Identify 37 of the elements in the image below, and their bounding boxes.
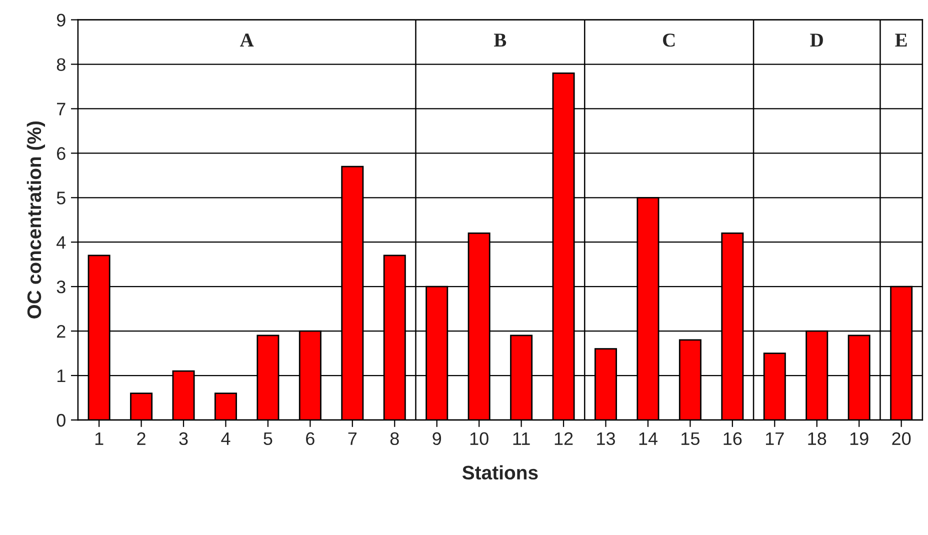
y-tick-label: 4	[56, 236, 66, 249]
x-tick-label: 6	[306, 432, 314, 446]
x-tick-label: 3	[179, 432, 188, 446]
annotation: A	[240, 34, 254, 46]
x-axis-title: Stations	[462, 465, 538, 480]
x-tick-label: 16	[724, 432, 742, 446]
x-tick-label: 17	[766, 432, 784, 445]
x-tick-label: 15	[682, 432, 700, 446]
y-tick-label: 6	[57, 147, 66, 160]
y-tick-label: 9	[56, 14, 66, 27]
y-tick-label: 0	[56, 414, 66, 427]
annotation: C	[663, 34, 675, 47]
x-tick-label: 20	[892, 432, 911, 446]
x-tick-label: 5	[264, 432, 272, 446]
x-tick-label: 10	[470, 432, 488, 446]
y-tick-label: 2	[57, 324, 66, 338]
y-tick-label: 7	[57, 102, 66, 116]
annotation: B	[494, 34, 506, 47]
x-tick-label: 8	[390, 432, 399, 446]
y-tick-label: 1	[57, 370, 66, 382]
y-tick-label: 8	[56, 58, 66, 71]
y-tick-label: 5	[56, 192, 66, 204]
x-tick-label: 14	[639, 432, 658, 445]
x-tick-label: 13	[597, 432, 615, 446]
y-tick-label: 3	[56, 280, 66, 294]
annotation: E	[895, 34, 907, 46]
x-tick-label: 12	[554, 432, 573, 445]
x-tick-label: 2	[137, 432, 146, 445]
x-tick-label: 11	[513, 432, 530, 445]
x-tick-label: 7	[348, 432, 357, 445]
x-tick-label: 9	[432, 432, 442, 446]
x-tick-label: 19	[850, 432, 868, 446]
x-tick-label: 1	[95, 432, 104, 445]
annotation: D	[810, 34, 823, 47]
x-tick-label: 18	[808, 432, 826, 446]
y-axis-title: OC concentration (%)	[26, 121, 45, 318]
x-tick-label: 4	[221, 432, 230, 445]
